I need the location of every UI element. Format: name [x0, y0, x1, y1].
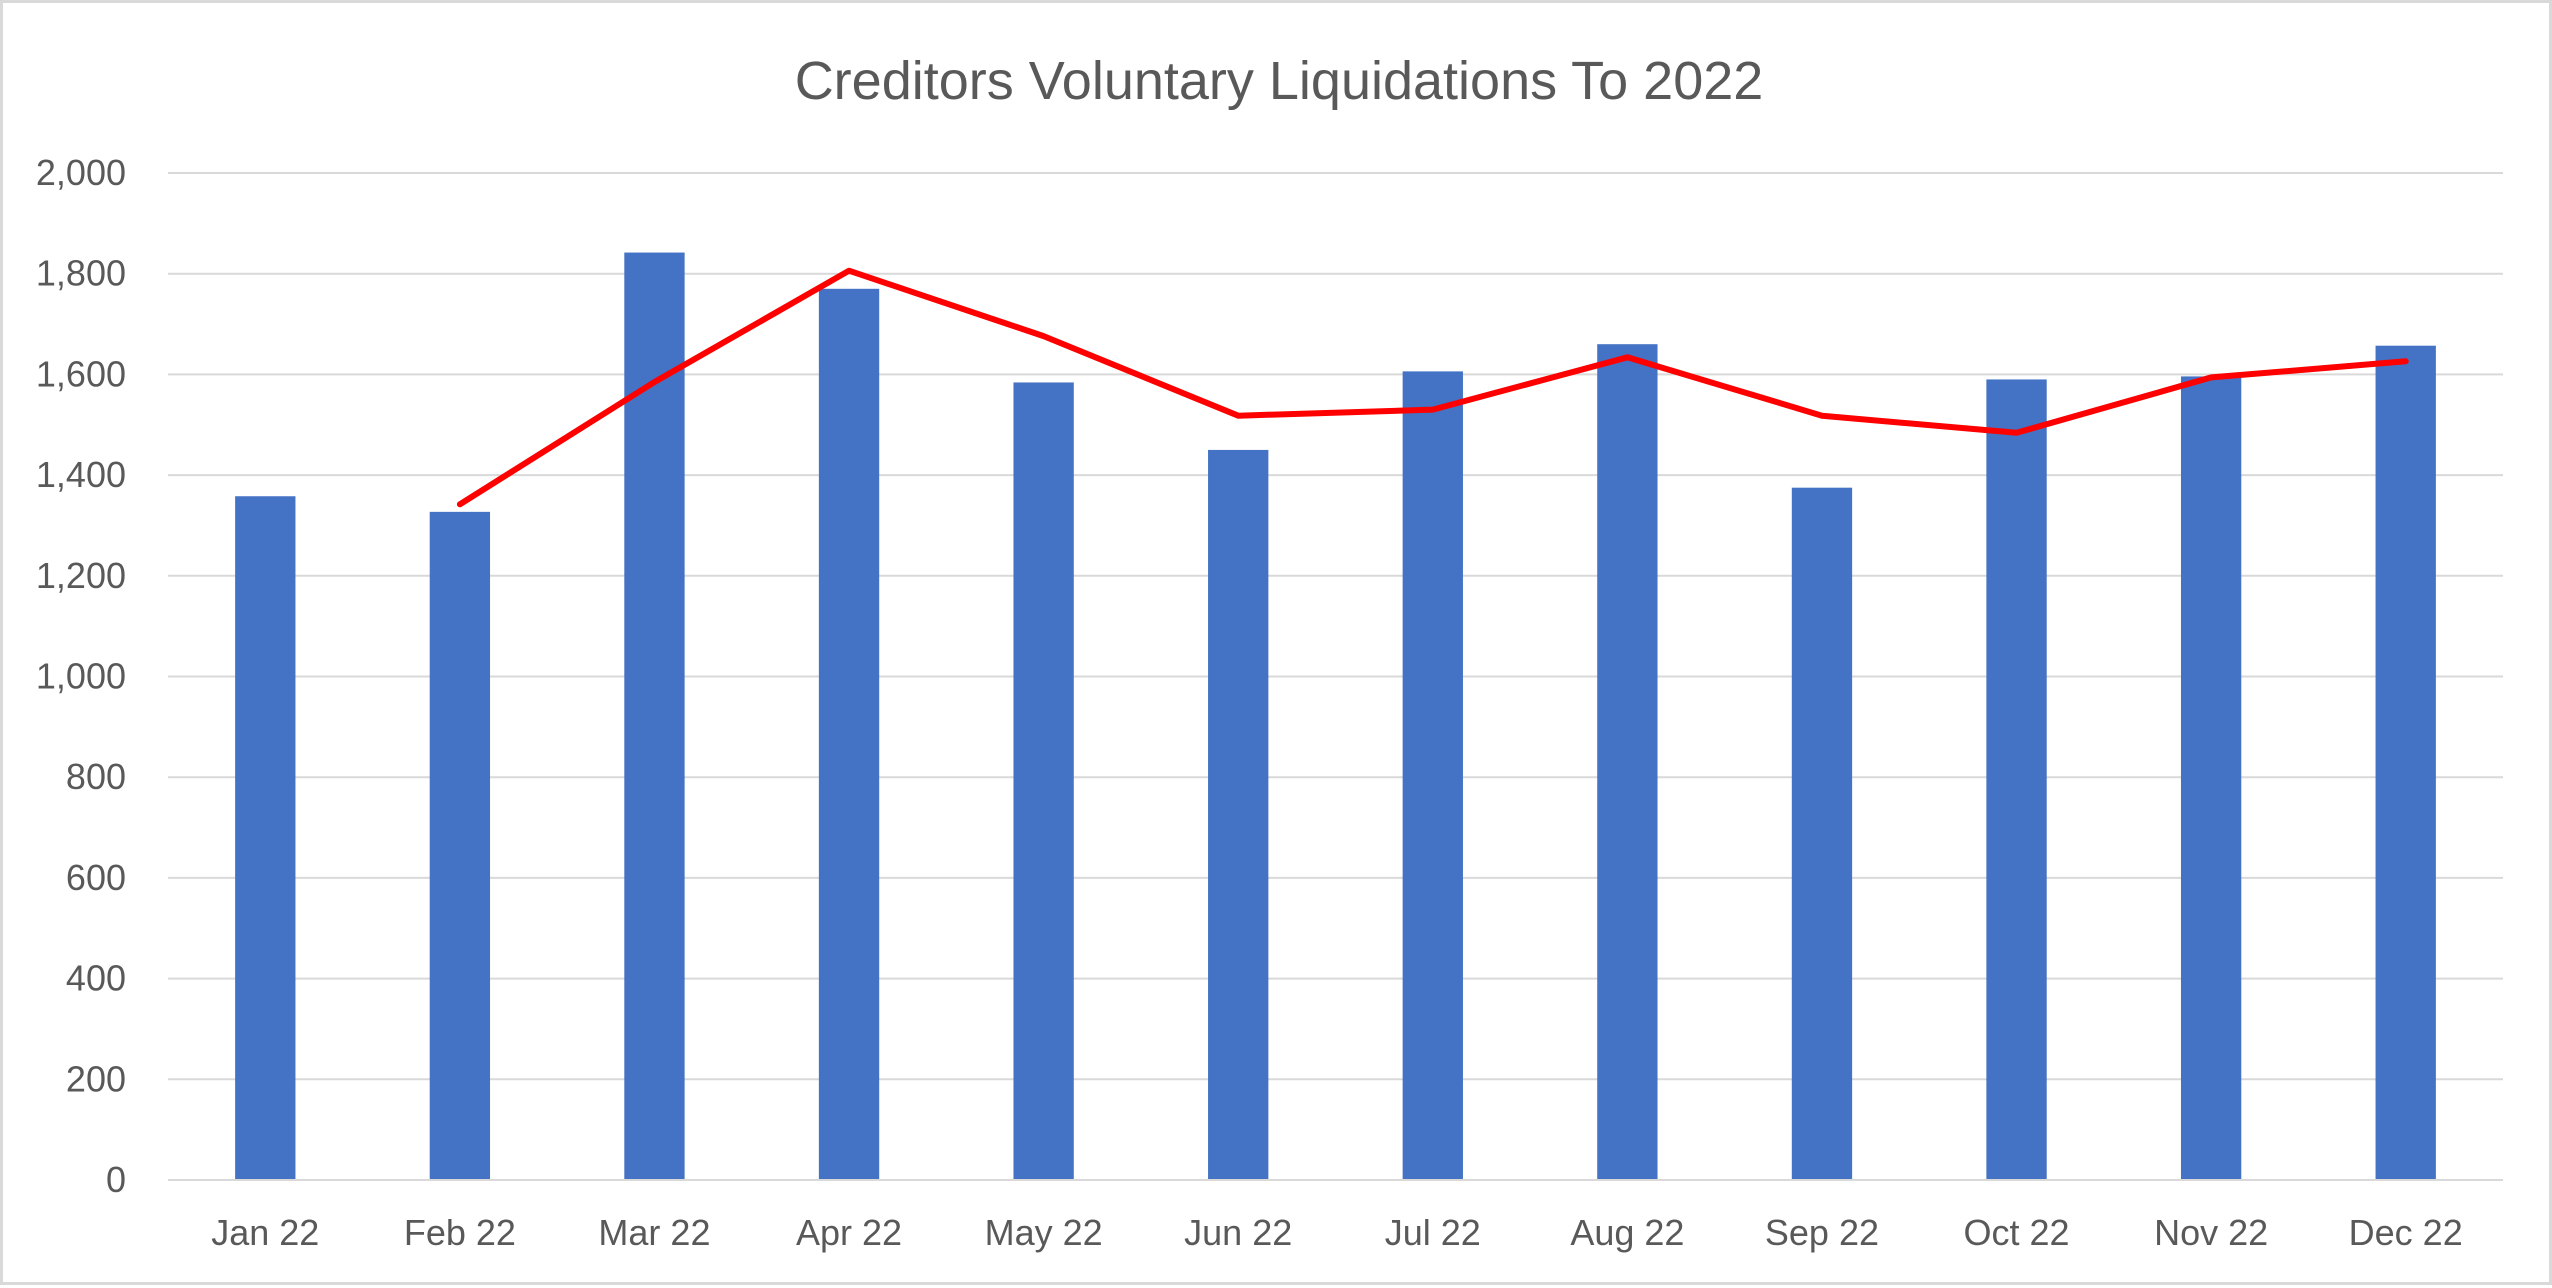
y-tick-label: 600 [66, 857, 126, 898]
y-tick-label: 400 [66, 958, 126, 999]
x-axis-tick-labels: Jan 22 Feb 22 Mar 22 Apr 22 May 22 Jun 22 Jul … [211, 1212, 2463, 1253]
bar [1013, 382, 1074, 1180]
bar [1791, 487, 1853, 1180]
bar [1402, 371, 1463, 1180]
x-tick-label: Aug 22 [1570, 1212, 1684, 1253]
line-series [456, 267, 2409, 508]
bar [235, 496, 296, 1180]
bar [818, 288, 880, 1180]
x-tick-label: Oct 22 [1964, 1212, 2070, 1253]
x-tick-label: Jul 22 [1385, 1212, 1481, 1253]
x-tick-label: Dec 22 [2349, 1212, 2463, 1253]
bar-series [235, 252, 2436, 1181]
y-tick-label: 1,400 [36, 454, 126, 495]
x-tick-label: Jan 22 [211, 1212, 319, 1253]
y-tick-label: 1,800 [36, 253, 126, 294]
gridlines [168, 172, 2503, 1081]
bar [624, 252, 685, 1181]
bar [429, 511, 491, 1181]
chart-title: Creditors Voluntary Liquidations To 2022 [795, 51, 1764, 111]
y-tick-label: 1,000 [36, 656, 126, 697]
y-tick-label: 1,600 [36, 353, 126, 394]
y-tick-label: 800 [66, 756, 126, 797]
y-tick-label: 1,200 [36, 555, 126, 596]
x-tick-label: Jun 22 [1184, 1212, 1292, 1253]
y-tick-label: 2,000 [36, 152, 126, 193]
bar [2375, 345, 2436, 1180]
x-tick-label: Sep 22 [1765, 1212, 1879, 1253]
x-tick-label: Feb 22 [404, 1212, 516, 1253]
y-axis-tick-labels: 0 200 400 600 800 1,000 1,200 1,400 1,600 1,800 2,… [36, 152, 126, 1200]
x-tick-label: Nov 22 [2154, 1212, 2268, 1253]
x-tick-label: Apr 22 [796, 1212, 902, 1253]
bar [2180, 376, 2242, 1180]
bar [1986, 379, 2047, 1180]
trend-line [456, 267, 2409, 508]
bar [1597, 344, 1658, 1180]
bar [1208, 449, 1269, 1180]
y-tick-label: 0 [106, 1159, 126, 1200]
x-tick-label: Mar 22 [598, 1212, 710, 1253]
chart-svg: Creditors Voluntary Liquidations To 2022… [36, 51, 2503, 1253]
x-tick-label: May 22 [985, 1212, 1103, 1253]
y-tick-label: 200 [66, 1058, 126, 1099]
